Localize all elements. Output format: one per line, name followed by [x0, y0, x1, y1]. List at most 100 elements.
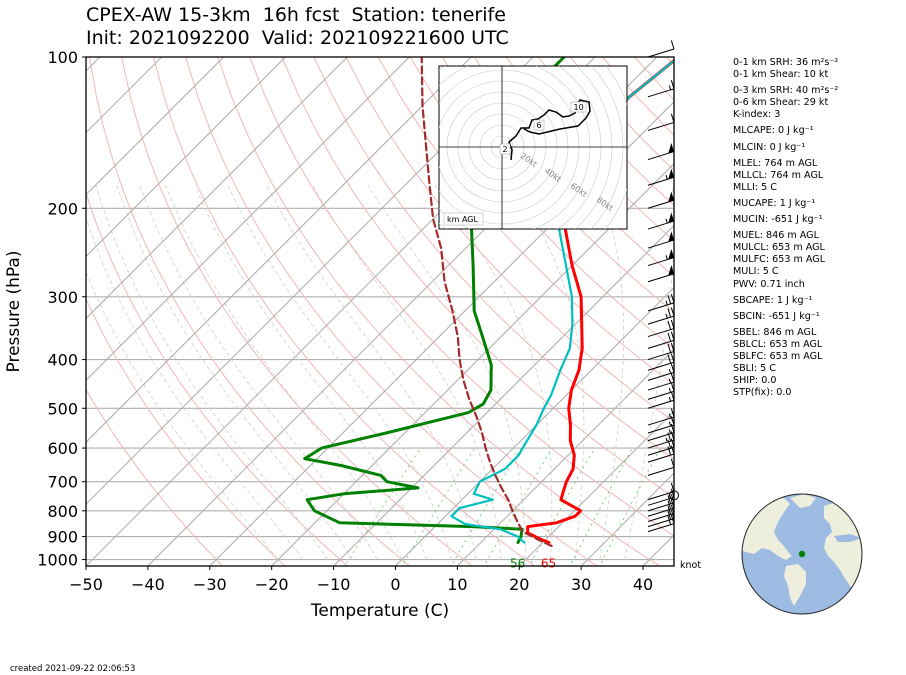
wind-barb-full — [670, 504, 675, 514]
wind-barb-full — [670, 494, 675, 503]
x-tick-label: −30 — [193, 575, 227, 594]
dry-adiabat — [377, 57, 674, 386]
moist-adiabat — [624, 185, 674, 560]
dry-adiabat — [86, 191, 349, 566]
wind-barb-full — [667, 515, 672, 525]
wind-barb-staff — [647, 361, 675, 371]
moist-adiabat — [139, 185, 378, 560]
wind-barb-full — [667, 505, 672, 515]
wind-barb-staff — [647, 339, 675, 349]
wind-barb-full — [670, 342, 675, 352]
hodograph-plot — [439, 66, 627, 229]
wind-barb-full — [670, 408, 675, 418]
surface-dewpoint-label: 56 — [510, 557, 525, 571]
wind-barb-full — [670, 488, 675, 498]
dry-adiabat — [345, 57, 674, 423]
stability-parameter: PWV: 0.71 inch — [733, 278, 805, 290]
wind-barb — [647, 331, 675, 349]
y-axis-title: Pressure (hPa) — [4, 251, 24, 373]
moist-adiabat — [194, 185, 428, 560]
wind-barb-full — [670, 391, 675, 401]
wind-barb — [647, 191, 675, 209]
wind-barb-half — [665, 437, 668, 443]
wind-barb-staff — [647, 315, 675, 325]
wind-barb-full — [667, 432, 672, 442]
wind-barb — [647, 363, 675, 381]
wind-barb-half — [668, 421, 672, 427]
wind-barb — [647, 307, 675, 325]
wind-barb-full — [667, 439, 672, 449]
dry-adiabat — [313, 57, 674, 460]
y-tick-label: 500 — [47, 399, 78, 418]
wind-barb-full — [670, 423, 675, 433]
calm-wind-marker — [669, 490, 679, 501]
stability-parameter: SBCAPE: 1 J kg⁻¹ — [733, 294, 813, 306]
wind-barb-flag — [668, 142, 674, 154]
wind-barb-staff — [647, 273, 675, 283]
wind-barb-full — [670, 307, 675, 317]
wind-barb — [647, 248, 675, 267]
wind-barb-flag — [668, 248, 674, 260]
moist-adiabat — [86, 216, 304, 560]
y-tick-label: 900 — [47, 528, 78, 547]
dry-adiabat — [89, 57, 411, 566]
wind-barb-full — [670, 482, 675, 492]
stability-parameter: MUCIN: -651 J kg⁻¹ — [733, 214, 823, 226]
dry-adiabat — [185, 57, 598, 566]
wind-barb — [647, 416, 675, 434]
stability-parameter: 0-1 km SRH: 36 m²s⁻² — [733, 57, 839, 68]
y-tick-label: 100 — [47, 48, 78, 67]
wind-barb-staff — [647, 151, 675, 161]
isotherm-line — [333, 224, 674, 566]
wind-barb — [647, 265, 675, 283]
stability-parameter: MUCAPE: 1 J kg⁻¹ — [733, 197, 816, 209]
wind-barb — [647, 408, 675, 426]
moist-adiabat — [165, 185, 403, 560]
dry-adiabat — [441, 57, 674, 313]
isotherm-line — [86, 57, 472, 443]
wind-barb-full — [667, 446, 672, 456]
hodograph-height-label-box — [533, 119, 545, 131]
globe-greenland — [790, 494, 816, 508]
wind-barb-staff — [647, 432, 675, 442]
wind-barb-staff — [647, 496, 675, 506]
hodograph-inset — [438, 65, 628, 230]
wind-barb-staff — [647, 439, 675, 449]
x-tick-label: −20 — [255, 575, 289, 594]
wind-barb-staff — [647, 502, 675, 512]
stability-parameter: MULI: 5 C — [733, 266, 779, 278]
wind-barb-full — [667, 308, 672, 318]
wind-barb — [647, 319, 675, 338]
wind-barb-staff — [647, 176, 675, 186]
wind-barb-staff — [647, 390, 675, 400]
wind-barb-half — [668, 429, 672, 434]
moist-adiabat — [434, 185, 553, 560]
moist-adiabat — [95, 185, 329, 560]
chart-title-line1: CPEX-AW 15-3km 16h fcst Station: tenerif… — [86, 4, 506, 26]
globe-mediterranean — [834, 534, 862, 542]
stability-parameter: MLLCL: 764 m AGL — [733, 169, 824, 181]
wind-barb-full — [670, 353, 675, 363]
wind-barb — [647, 231, 675, 249]
x-tick-label: 30 — [571, 575, 591, 594]
dry-adiabat — [217, 57, 661, 566]
wind-barb-half — [665, 174, 668, 180]
plot-frame — [85, 56, 675, 567]
wind-barb-flag — [668, 231, 674, 242]
plot-area — [86, 57, 674, 566]
wind-barb-full — [670, 294, 675, 304]
isotherm-line — [86, 57, 286, 258]
stability-parameter: 0-6 km Shear: 29 kt — [733, 97, 829, 109]
y-tick-label: 600 — [47, 439, 78, 458]
x-tick-label: 0 — [390, 575, 400, 594]
wind-barb — [647, 382, 675, 400]
stability-parameter: SBEL: 846 m AGL — [733, 326, 817, 338]
moist-adiabat — [86, 271, 279, 560]
wind-unit-label: knot — [680, 560, 702, 571]
hodograph-height-label: 2 — [503, 145, 508, 154]
y-tick-label: 200 — [47, 199, 78, 218]
dry-adiabat — [153, 57, 536, 566]
mixing-ratio-line — [344, 447, 422, 566]
wind-barb — [647, 445, 675, 463]
wind-barb-half — [668, 378, 672, 384]
